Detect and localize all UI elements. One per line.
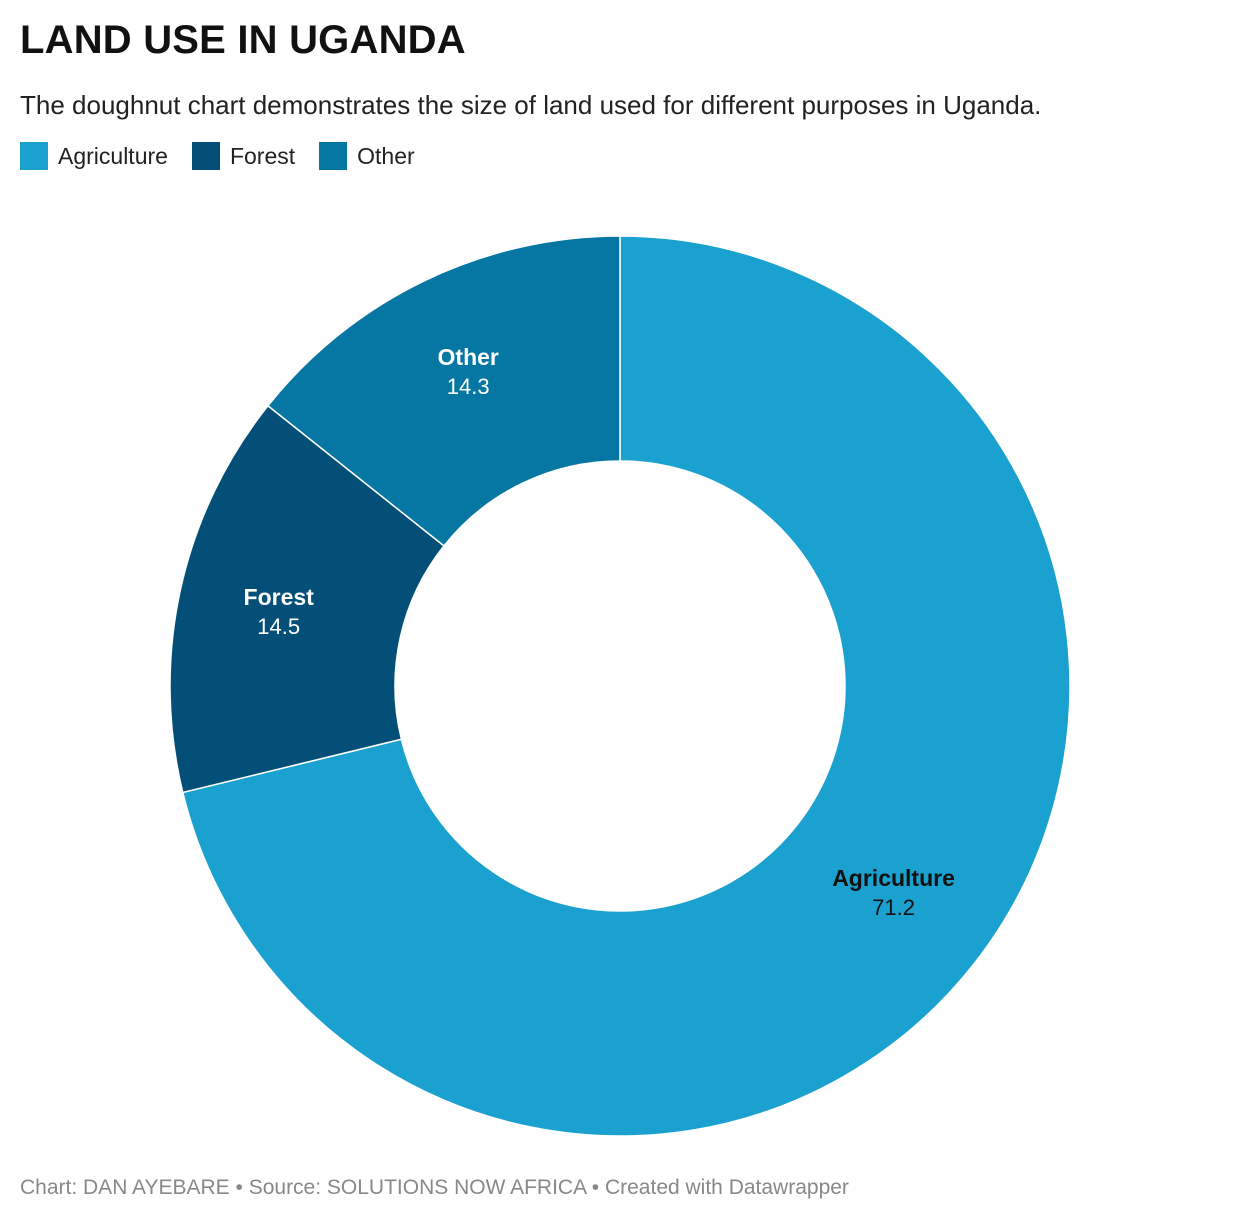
- legend-swatch: [319, 142, 348, 170]
- slice-value-agriculture: 71.2: [872, 895, 915, 920]
- legend-label: Other: [357, 142, 415, 169]
- chart-legend: Agriculture Forest Other: [20, 142, 439, 170]
- legend-item-other: Other: [319, 142, 415, 170]
- legend-label: Agriculture: [58, 142, 168, 169]
- slice-label-other: Other: [438, 344, 499, 370]
- slice-value-forest: 14.5: [257, 614, 300, 639]
- legend-item-agriculture: Agriculture: [20, 142, 168, 170]
- legend-item-forest: Forest: [191, 142, 296, 170]
- slice-agriculture: [181, 235, 1071, 1137]
- chart-footer: Chart: DAN AYEBARE • Source: SOLUTIONS N…: [20, 1176, 849, 1199]
- legend-label: Forest: [229, 142, 296, 169]
- slice-value-other: 14.3: [447, 374, 490, 399]
- slice-label-agriculture: Agriculture: [832, 865, 955, 891]
- chart-title: LAND USE IN UGANDA: [20, 18, 466, 62]
- slice-label-forest: Forest: [244, 584, 315, 610]
- chart-subtitle: The doughnut chart demonstrates the size…: [20, 90, 1042, 120]
- legend-swatch: [191, 142, 220, 170]
- legend-swatch: [20, 142, 48, 170]
- slice-forest: [169, 404, 446, 794]
- slice-other: [266, 235, 621, 547]
